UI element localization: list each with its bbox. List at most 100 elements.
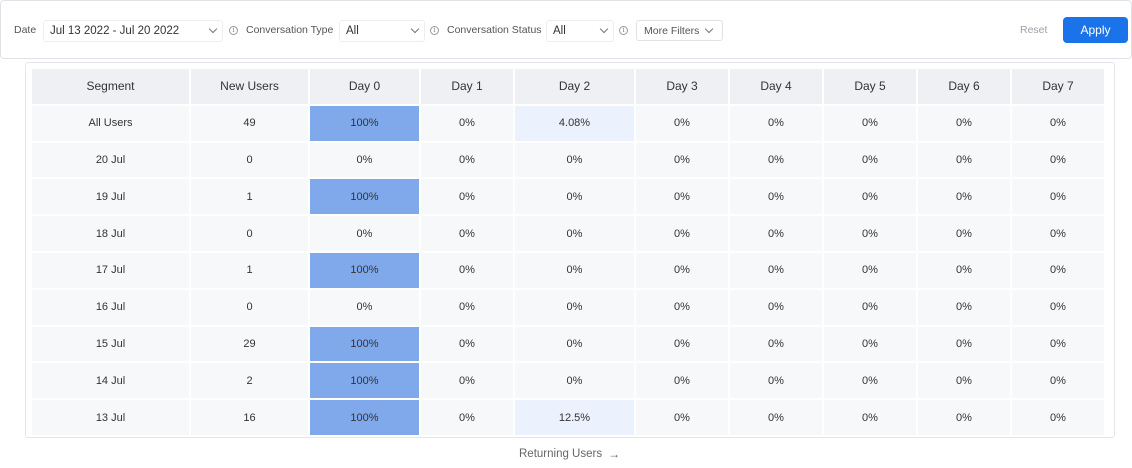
chevron-down-icon: [705, 24, 714, 33]
table-row: 19 Jul 1 100% 0% 0% 0% 0% 0% 0% 0%: [32, 179, 1104, 215]
retention-cell: 4.08%: [515, 105, 634, 141]
chevron-down-icon: [208, 24, 218, 34]
segment-cell: 16 Jul: [32, 289, 189, 325]
column-header: Segment: [32, 69, 189, 104]
retention-cell: 0%: [636, 105, 728, 141]
table-row: 20 Jul 0 0% 0% 0% 0% 0% 0% 0% 0%: [32, 142, 1104, 178]
retention-cell: 100%: [310, 252, 419, 288]
retention-cell: 100%: [310, 179, 419, 215]
new-users-cell: 29: [191, 326, 308, 362]
retention-cell: 0%: [515, 326, 634, 362]
segment-cell: 14 Jul: [32, 363, 189, 399]
retention-cell: 0%: [918, 289, 1010, 325]
returning-users-link[interactable]: Returning Users →: [519, 447, 620, 461]
retention-cell: 0%: [730, 252, 822, 288]
retention-cell: 0%: [824, 216, 916, 251]
retention-cell: 0%: [421, 179, 513, 215]
retention-cell: 0%: [515, 142, 634, 178]
retention-cell: 0%: [636, 400, 728, 435]
retention-cell: 0%: [421, 105, 513, 141]
new-users-cell: 0: [191, 216, 308, 251]
retention-cell: 0%: [730, 105, 822, 141]
conversation-status-label: Conversation Status: [447, 24, 542, 36]
retention-cell: 100%: [310, 363, 419, 399]
retention-cell: 0%: [730, 289, 822, 325]
chevron-down-icon: [410, 24, 420, 34]
column-header: Day 4: [730, 69, 822, 104]
new-users-cell: 2: [191, 363, 308, 399]
retention-cell: 0%: [1012, 363, 1104, 399]
retention-cell: 0%: [636, 142, 728, 178]
retention-cell: 0%: [310, 142, 419, 178]
retention-cell: 0%: [421, 252, 513, 288]
returning-users-label: Returning Users: [519, 448, 603, 460]
retention-cell: 0%: [515, 289, 634, 325]
date-range-value: Jul 13 2022 - Jul 20 2022: [50, 25, 180, 37]
segment-cell: 20 Jul: [32, 142, 189, 178]
segment-cell: 13 Jul: [32, 400, 189, 435]
conversation-type-select[interactable]: All: [339, 20, 425, 42]
retention-cell: 0%: [421, 142, 513, 178]
retention-cell: 0%: [636, 179, 728, 215]
retention-cell: 0%: [730, 142, 822, 178]
retention-cell: 0%: [421, 363, 513, 399]
retention-cell: 0%: [421, 400, 513, 435]
retention-cell: 0%: [515, 216, 634, 251]
retention-cell: 0%: [824, 326, 916, 362]
retention-cell: 100%: [310, 400, 419, 435]
apply-button[interactable]: Apply: [1063, 17, 1128, 43]
retention-cell: 0%: [1012, 289, 1104, 325]
retention-cell: 0%: [730, 326, 822, 362]
conversation-status-value: All: [553, 25, 566, 37]
retention-cell: 0%: [824, 400, 916, 435]
retention-cell: 0%: [421, 216, 513, 251]
chevron-down-icon: [599, 24, 609, 34]
new-users-cell: 1: [191, 179, 308, 215]
column-header: Day 1: [421, 69, 513, 104]
table-row: 17 Jul 1 100% 0% 0% 0% 0% 0% 0% 0%: [32, 252, 1104, 288]
retention-cell: 0%: [918, 326, 1010, 362]
retention-cell: 0%: [421, 289, 513, 325]
new-users-cell: 49: [191, 105, 308, 141]
date-range-select[interactable]: Jul 13 2022 - Jul 20 2022: [43, 20, 223, 42]
column-header: Day 5: [824, 69, 916, 104]
retention-cell: 0%: [918, 252, 1010, 288]
retention-cell: 0%: [515, 363, 634, 399]
table-body: All Users 49 100% 0% 4.08% 0% 0% 0% 0% 0% 20 Jul 0 0…: [32, 105, 1104, 435]
retention-cell: 0%: [636, 363, 728, 399]
retention-cell: 0%: [1012, 179, 1104, 215]
retention-cell: 100%: [310, 105, 419, 141]
more-filters-button[interactable]: More Filters: [636, 20, 723, 41]
new-users-cell: 0: [191, 289, 308, 325]
info-icon[interactable]: i: [229, 26, 238, 35]
column-header: Day 3: [636, 69, 728, 104]
info-icon[interactable]: i: [619, 26, 628, 35]
retention-cell: 0%: [1012, 105, 1104, 141]
table-header-row: Segment New Users Day 0 Day 1 Day 2 Day 3 Day …: [32, 69, 1104, 104]
retention-cell: 0%: [918, 105, 1010, 141]
retention-cell: 0%: [824, 105, 916, 141]
retention-cell: 0%: [1012, 252, 1104, 288]
retention-cell: 0%: [1012, 216, 1104, 251]
info-icon[interactable]: i: [430, 26, 439, 35]
retention-cell: 0%: [1012, 142, 1104, 178]
retention-cell: 0%: [421, 326, 513, 362]
retention-cell: 0%: [918, 400, 1010, 435]
retention-cell: 0%: [636, 289, 728, 325]
table-row: All Users 49 100% 0% 4.08% 0% 0% 0% 0% 0%: [32, 105, 1104, 141]
retention-cell: 0%: [918, 179, 1010, 215]
retention-cell: 0%: [1012, 326, 1104, 362]
column-header: Day 7: [1012, 69, 1104, 104]
retention-cell: 0%: [636, 216, 728, 251]
retention-cell: 0%: [824, 179, 916, 215]
conversation-type-label: Conversation Type: [246, 24, 334, 36]
table-row: 14 Jul 2 100% 0% 0% 0% 0% 0% 0% 0%: [32, 363, 1104, 399]
conversation-status-select[interactable]: All: [546, 20, 614, 42]
retention-cell: 0%: [918, 142, 1010, 178]
retention-cell: 0%: [824, 289, 916, 325]
segment-cell: 17 Jul: [32, 252, 189, 288]
table-row: 16 Jul 0 0% 0% 0% 0% 0% 0% 0% 0%: [32, 289, 1104, 325]
more-filters-label: More Filters: [644, 24, 700, 37]
reset-button[interactable]: Reset: [1020, 24, 1048, 36]
retention-cell: 0%: [1012, 400, 1104, 435]
